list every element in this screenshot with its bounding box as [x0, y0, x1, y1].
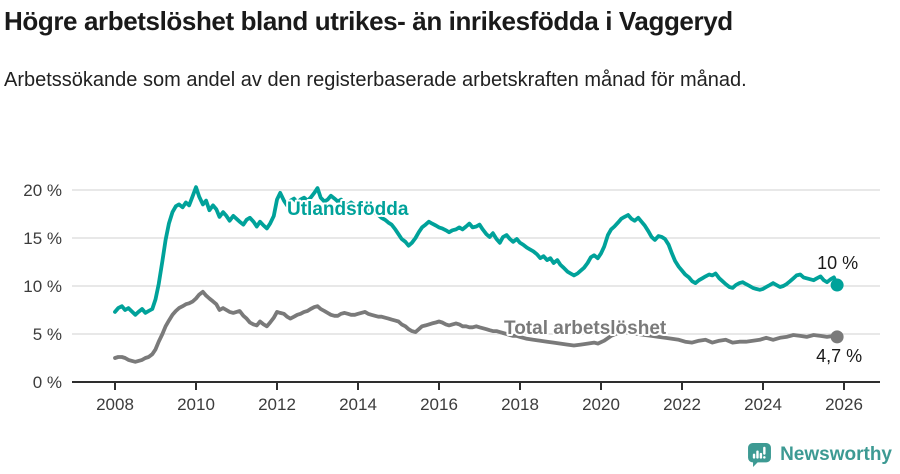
y-tick-label: 5 % — [33, 325, 62, 344]
x-tick-label: 2012 — [258, 395, 296, 414]
series-line-total-arbetsl-shet — [113, 289, 839, 364]
series-end-dot — [830, 278, 844, 292]
y-tick-label: 10 % — [23, 277, 62, 296]
x-tick-label: 2020 — [582, 395, 620, 414]
brand-name: Newsworthy — [780, 443, 892, 465]
x-tick-label: 2022 — [663, 395, 701, 414]
y-tick-label: 20 % — [23, 181, 62, 200]
x-tick-label: 2024 — [744, 395, 782, 414]
series-line-utlandsf-dda — [113, 185, 839, 317]
x-tick-label: 2018 — [501, 395, 539, 414]
x-tick-label: 2016 — [420, 395, 458, 414]
x-tick-label: 2026 — [825, 395, 863, 414]
page-title: Högre arbetslöshet bland utrikes- än inr… — [4, 6, 733, 36]
chart-subtitle: Arbetssökande som andel av den registerb… — [4, 69, 747, 91]
newsworthy-logo-icon — [748, 443, 772, 467]
y-tick-label: 0 % — [33, 373, 62, 392]
series-end-value-label: 4,7 % — [816, 346, 862, 366]
brand-footer: Newsworthy — [747, 442, 892, 467]
x-tick-label: 2008 — [96, 395, 134, 414]
y-tick-label: 15 % — [23, 229, 62, 248]
series-name-label: Total arbetslöshet — [504, 318, 667, 339]
x-tick-label: 2010 — [177, 395, 215, 414]
series-end-value-label: 10 % — [817, 253, 858, 273]
series-end-dot — [830, 330, 844, 344]
series-name-label: Utlandsfödda — [287, 199, 409, 220]
x-tick-label: 2014 — [339, 395, 377, 414]
